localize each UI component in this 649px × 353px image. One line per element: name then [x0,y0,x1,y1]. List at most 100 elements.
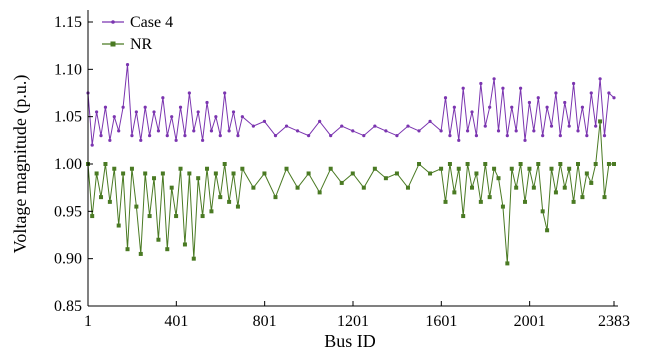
data-point [318,119,322,123]
legend-item-case4: Case 4 [102,14,173,31]
x-tick-label: 801 [253,313,277,330]
data-point [505,261,510,266]
data-point [558,134,562,138]
data-point [553,190,558,195]
data-point [262,171,267,176]
data-point [541,134,545,138]
data-point [567,166,572,171]
data-point [191,256,196,261]
data-point [201,138,205,142]
data-point [549,166,554,171]
data-point [567,124,571,128]
data-point [295,185,300,190]
data-point [602,134,607,138]
data-point [373,124,377,128]
data-point [457,138,461,142]
data-point [295,129,300,133]
data-point [523,199,528,204]
data-point [222,162,227,166]
y-tick-label: 1.15 [54,14,82,31]
data-point [540,209,545,214]
data-point [251,124,255,128]
series-line [87,64,615,146]
x-tick-label: 1201 [337,313,369,330]
legend-label-case4: Case 4 [130,14,173,31]
data-point [483,162,488,166]
data-point [236,134,240,138]
data-point [576,129,580,133]
data-point [227,199,232,204]
data-point [351,129,355,133]
data-point [273,195,278,200]
data-point [428,171,433,176]
y-tick-label: 1.10 [54,61,82,78]
data-point [571,199,576,204]
plot-area [86,63,616,266]
data-point [165,247,170,252]
data-point [130,134,134,138]
x-tick-label: 1601 [425,313,457,330]
data-point [284,166,289,171]
data-point [138,251,143,256]
data-point [439,166,444,171]
data-point [612,162,616,166]
data-point [443,199,448,204]
data-point [187,91,191,95]
data-point [107,199,112,204]
y-tick-label: 0.95 [54,203,82,220]
data-point [447,162,452,166]
data-point [178,105,183,109]
data-point [518,162,523,166]
data-point [558,162,563,166]
data-point [143,171,148,176]
data-point [187,171,192,176]
data-point [156,129,161,133]
data-point [174,138,178,142]
data-point [607,91,611,95]
data-point [134,204,139,209]
data-point [470,185,475,190]
data-point [178,166,183,171]
data-point [465,162,470,166]
data-point [394,171,399,176]
data-point [99,195,104,200]
data-point [496,129,501,133]
data-point [340,124,344,128]
data-point [483,124,487,128]
data-point [580,105,585,109]
y-tick-label: 1.05 [54,109,82,126]
data-point [598,77,602,81]
data-point [456,166,461,171]
data-point [514,129,518,133]
data-point [523,138,527,142]
data-point [602,195,607,200]
data-point [492,166,497,171]
data-point [143,105,147,109]
data-point [527,166,532,171]
data-point [545,228,550,233]
data-point [554,91,558,95]
data-point [443,96,448,100]
data-point [182,242,187,247]
data-point [139,138,143,142]
data-point [251,185,256,190]
data-point [448,134,452,138]
data-point [372,166,377,171]
data-point [417,129,421,133]
data-point [121,171,126,176]
x-tick-label: 1 [84,313,92,330]
data-point [262,119,267,123]
data-point [405,185,410,190]
data-point [589,91,593,95]
data-point [488,105,492,109]
data-point [527,100,532,105]
series-case4 [86,63,616,147]
data-point [593,162,598,166]
data-point [479,81,483,86]
data-point [235,204,240,209]
data-point [474,134,479,138]
legend-marker-case4 [111,20,115,24]
data-point [121,105,125,109]
data-point [112,166,117,171]
